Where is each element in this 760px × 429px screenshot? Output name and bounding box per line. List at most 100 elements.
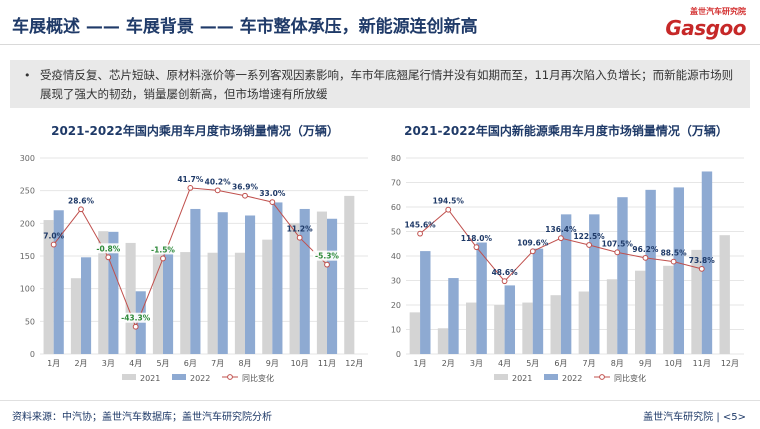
page-footer-org: 盖世汽车研究院 | <5> [643,412,746,423]
bar-2022 [163,248,174,354]
x-tick-label: 9月 [266,359,279,368]
yoy-label: 122.5% [573,232,605,241]
x-tick-label: 11月 [318,359,336,368]
yoy-point [501,278,508,285]
legend-label-2022: 2022 [562,374,582,383]
bar-2022 [701,171,713,354]
yoy-label: 194.5% [433,197,465,206]
logo-wordmark: Gasgoo [665,16,746,40]
y-tick-label: 20 [391,301,401,310]
yoy-label: 118.0% [461,234,493,243]
x-tick-label: 6月 [554,359,567,368]
bar-2022 [190,208,201,354]
y-tick-label: 30 [391,277,401,286]
yoy-point [473,244,480,251]
right-chart-title: 2021-2022年国内新能源乘用车月度市场销量情况（万辆） [404,124,728,138]
yoy-label-bg [94,243,123,254]
y-tick-label: 0 [396,350,401,359]
bar-2022 [299,208,310,354]
bar-2022 [108,231,119,354]
legend-swatch-point [599,374,605,380]
bar-2021 [125,242,136,354]
legend-label-2021: 2021 [512,374,532,383]
y-tick-label: 100 [20,285,35,294]
bar-2021 [234,252,245,354]
yoy-point [698,265,705,272]
bar-2022 [272,202,283,354]
yoy-point [324,261,330,268]
x-tick-label: 1月 [47,359,60,368]
bar-2021 [262,239,273,354]
bar-2022 [420,251,431,354]
yoy-label: 41.7% [177,175,204,184]
y-tick-label: 40 [391,252,401,261]
bar-2021 [152,246,163,354]
x-tick-label: 2月 [74,359,87,368]
x-tick-label: 10月 [291,359,309,368]
yoy-point [558,235,564,242]
bar-2021 [522,302,533,354]
yoy-point [105,254,112,261]
yoy-point [50,241,57,248]
y-tick-label: 300 [20,154,35,163]
left-chart-title: 2021-2022年国内乘用车月度市场销量情况（万辆） [51,124,339,138]
yoy-point [642,254,649,261]
y-tick-label: 0 [30,350,35,359]
yoy-point [160,255,166,262]
yoy-label: 7.0% [43,232,64,241]
bar-2021 [663,265,674,354]
x-tick-label: 2月 [442,359,455,368]
footer: 资料来源：中汽协；盖世汽车数据库；盖世汽车研究院分析 盖世汽车研究院 | <5> [0,400,760,429]
bar-2022 [645,189,656,354]
bar-2021 [207,252,218,354]
legend-swatch-2022 [544,374,558,380]
bar-2022 [245,215,256,354]
yoy-label: 107.5% [602,239,634,248]
bar-2021 [344,195,355,354]
yoy-label: 33.0% [259,189,286,198]
x-tick-label: 5月 [156,359,169,368]
legend-swatch-2022 [172,374,186,380]
bar-2022 [560,214,572,354]
yoy-point [132,323,139,330]
x-tick-label: 4月 [129,359,142,368]
bar-2022 [673,187,685,354]
bar-2021 [550,295,561,354]
yoy-point [78,206,84,213]
yoy-label-bg [313,250,341,261]
yoy-point [614,249,621,256]
summary-bullet: • [24,69,31,82]
yoy-label: -1.5% [151,245,175,254]
x-tick-label: 8月 [611,359,624,368]
bar-2021 [316,211,327,354]
bar-2021 [98,231,109,354]
logo-subtitle: 盖世汽车研究院 [690,7,746,16]
bar-2021 [494,305,505,354]
bar-2021 [578,291,590,354]
left-chart: 0 50 100 150 200 250 300 1月 2月 3月 4月 5月 6月 7月 8月 9月 10月 1… [20,154,368,383]
x-tick-label: 12月 [345,359,363,368]
y-tick-label: 50 [391,228,401,237]
yoy-label: 11.2% [287,225,314,234]
yoy-label: 109.6% [517,238,549,247]
yoy-point [529,248,536,255]
bar-2021 [634,270,646,354]
x-tick-label: 11月 [693,359,711,368]
data-source: 资料来源：中汽协；盖世汽车数据库；盖世汽车研究院分析 [12,412,272,423]
x-tick-label: 8月 [238,359,251,368]
bar-2021 [606,279,618,354]
y-tick-label: 250 [20,187,35,196]
yoy-point [214,187,221,194]
yoy-label: 145.6% [404,221,436,230]
x-tick-label: 10月 [664,359,682,368]
y-tick-label: 50 [25,317,35,326]
yoy-label: -5.3% [315,252,339,261]
bar-2021 [409,312,421,354]
yoy-label: 136.4% [545,225,577,234]
bar-2021 [437,328,449,354]
legend-label-yoy: 同比变化 [242,373,274,383]
y-tick-label: 70 [391,179,401,188]
y-tick-label: 60 [391,203,401,212]
yoy-point [670,258,677,265]
x-tick-label: 3月 [470,359,483,368]
